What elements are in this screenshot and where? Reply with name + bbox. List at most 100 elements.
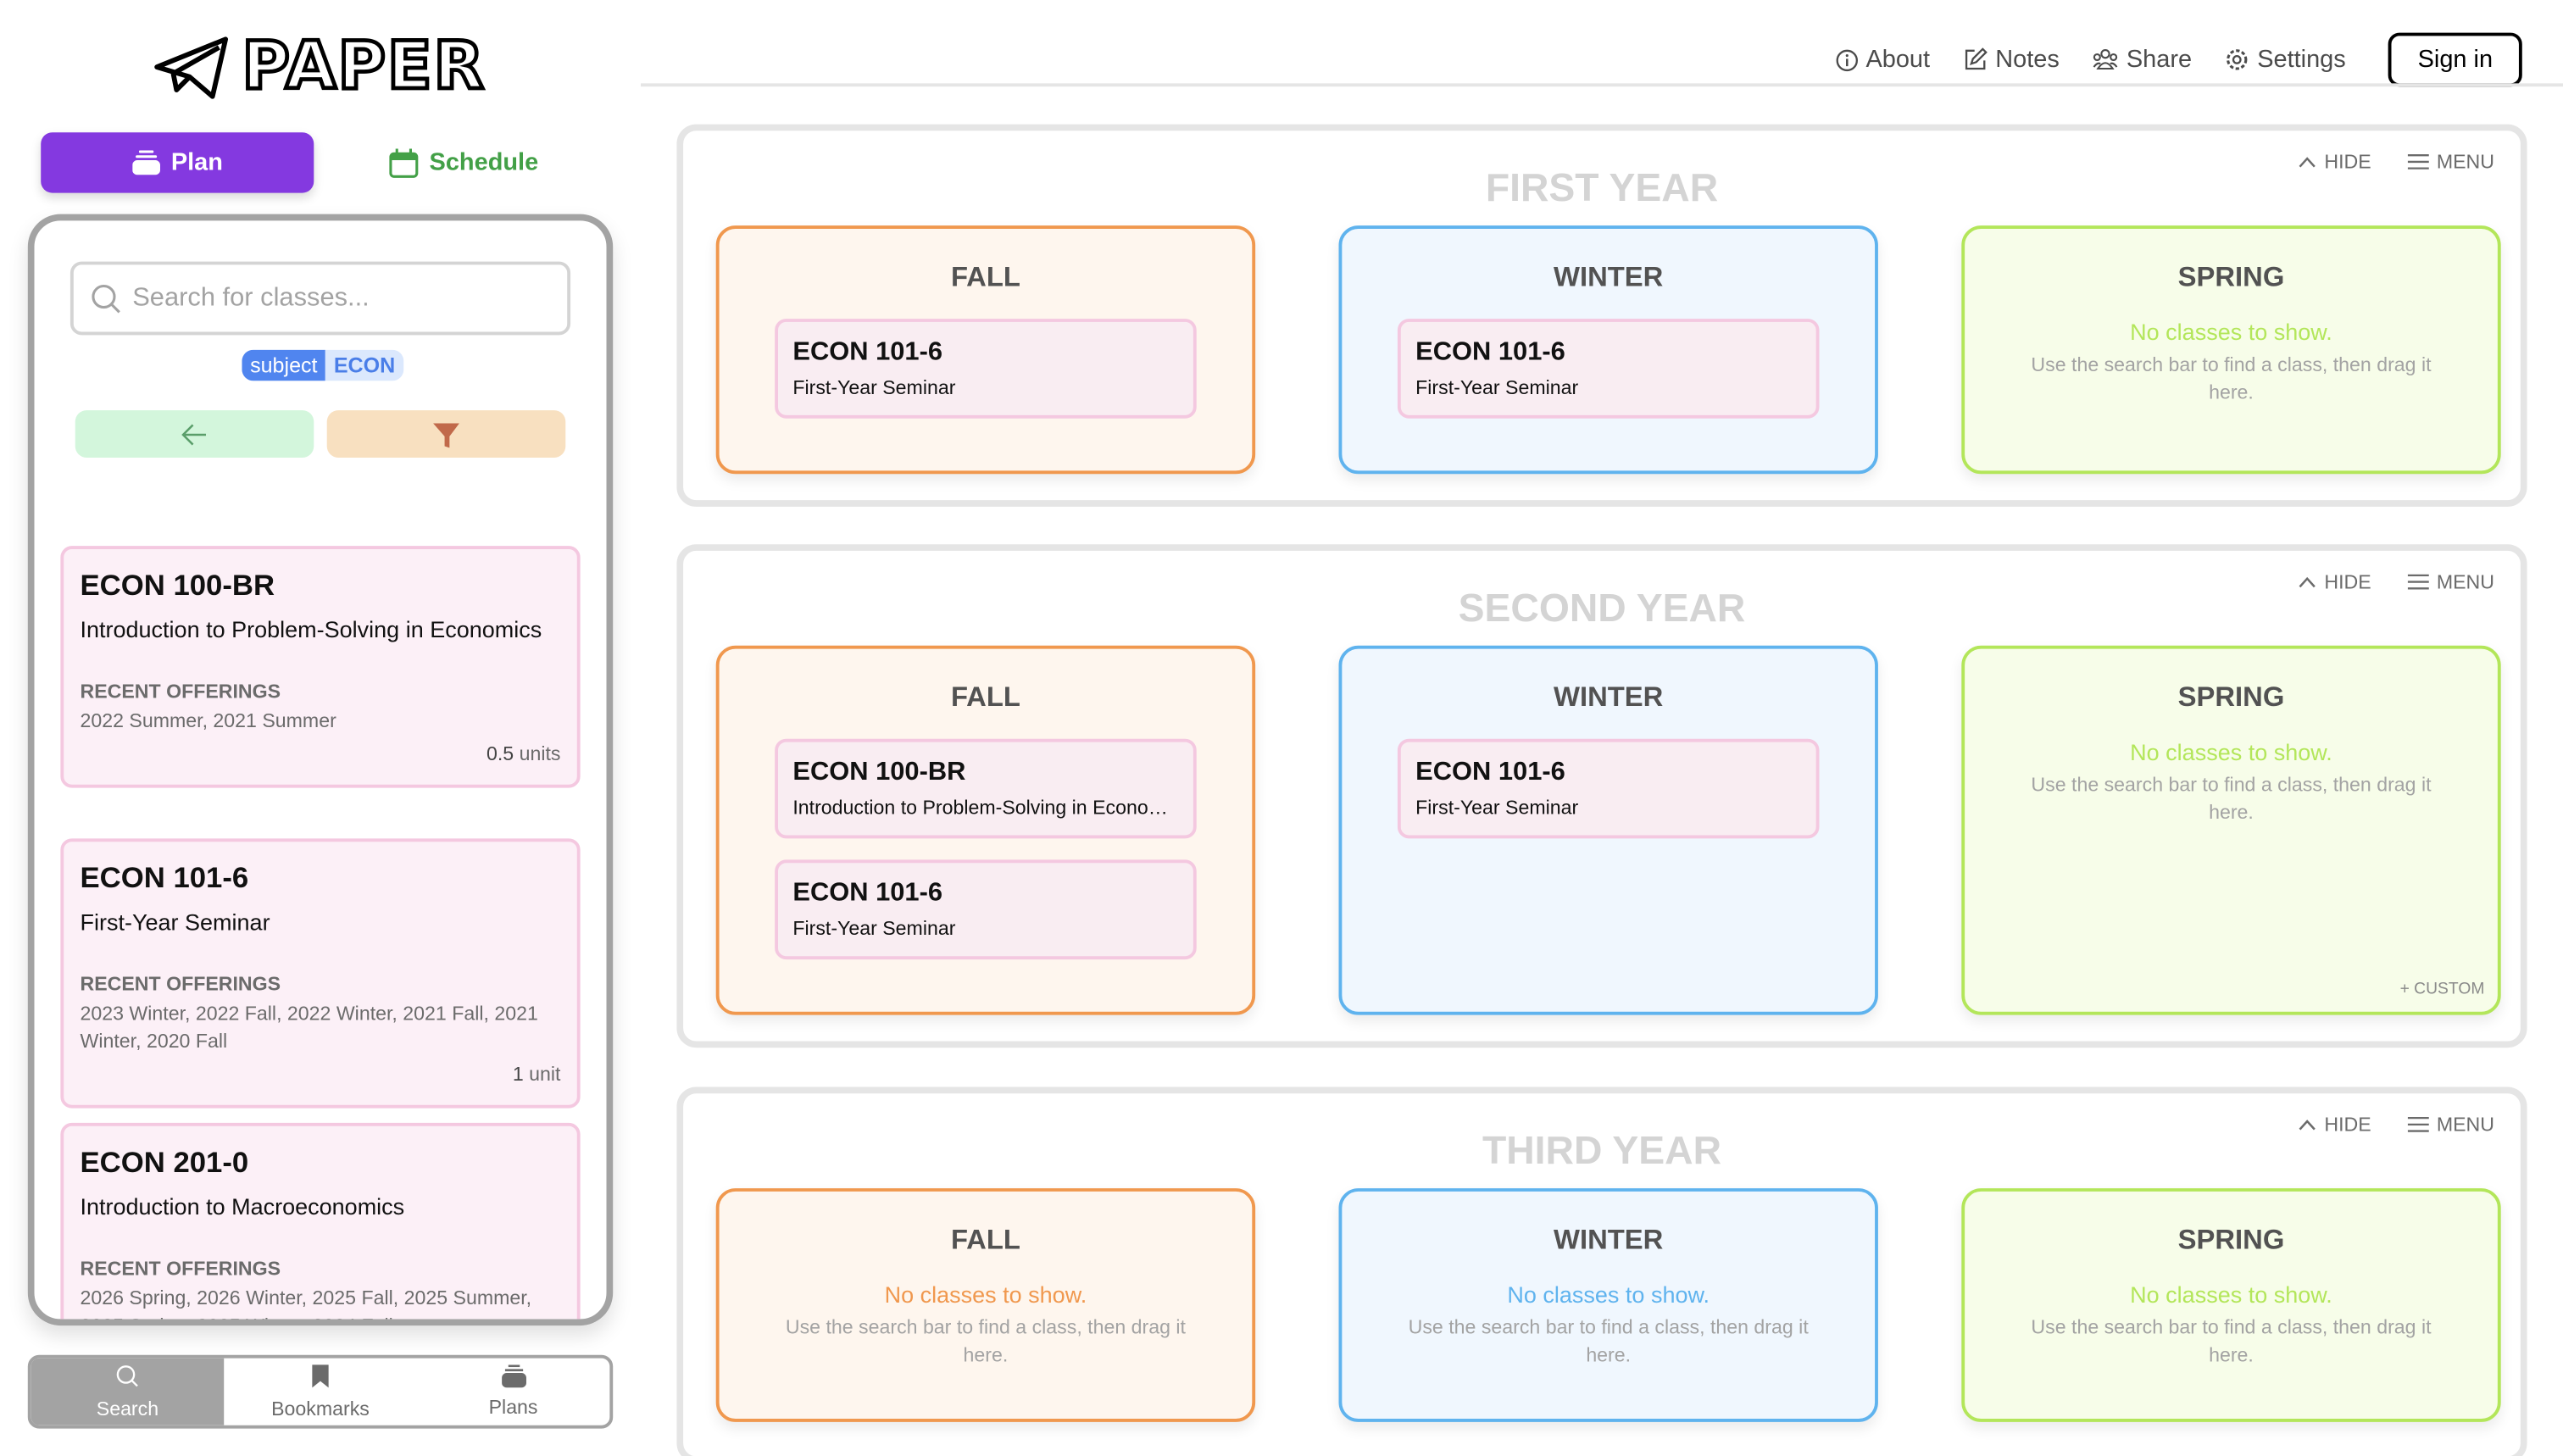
quarter-winter[interactable]: WINTER ECON 101-6 First-Year Seminar xyxy=(1338,225,1878,475)
course-name: First-Year Seminar xyxy=(792,916,956,940)
course-code: ECON 101-6 xyxy=(792,338,943,366)
quarter-title: WINTER xyxy=(1554,681,1664,713)
empty-hint: Use the search bar to find a class, then… xyxy=(785,1315,1186,1367)
empty-hint: Use the search bar to find a class, then… xyxy=(2031,353,2432,404)
menu-button[interactable]: MENU xyxy=(2407,570,2494,593)
edit-icon xyxy=(1965,47,1988,70)
menu-label: MENU xyxy=(2436,1113,2494,1136)
empty-state: No classes to show. Use the search bar to… xyxy=(1342,1281,1875,1370)
units-label: unit xyxy=(529,1062,561,1086)
about-label: About xyxy=(1865,45,1931,74)
course-result-card[interactable]: ECON 100-BR Introduction to Problem-Solv… xyxy=(60,546,581,788)
hide-button[interactable]: HIDE xyxy=(2299,1113,2371,1136)
units-number: 1 xyxy=(512,1062,524,1086)
quarter-title: WINTER xyxy=(1554,1224,1664,1256)
notes-link[interactable]: Notes xyxy=(1963,46,2060,74)
tab-search[interactable]: Search xyxy=(31,1358,225,1425)
chevron-up-icon xyxy=(2299,575,2316,587)
calendar-icon xyxy=(388,147,418,177)
menu-button[interactable]: MENU xyxy=(2407,1113,2494,1136)
paper-logo: PAPER xyxy=(153,27,486,107)
sign-in-button[interactable]: Sign in xyxy=(2388,32,2522,87)
hide-button[interactable]: HIDE xyxy=(2299,570,2371,593)
planned-course-card[interactable]: ECON 101-6 First-Year Seminar xyxy=(1397,319,1820,419)
empty-state: No classes to show. Use the search bar to… xyxy=(1965,1281,2498,1370)
logo-text: PAPER xyxy=(240,27,486,107)
stack-icon xyxy=(501,1364,526,1392)
course-result-card[interactable]: ECON 201-0 Introduction to Macroeconomic… xyxy=(60,1122,581,1320)
settings-link[interactable]: Settings xyxy=(2225,46,2346,74)
filter-value: ECON xyxy=(325,349,403,381)
menu-label: MENU xyxy=(2436,150,2494,174)
quarter-fall[interactable]: FALL ECON 100-BR Introduction to Problem-S… xyxy=(715,645,1256,1015)
filter-key: subject xyxy=(242,349,326,381)
planned-course-card[interactable]: ECON 101-6 First-Year Seminar xyxy=(775,319,1197,419)
share-link[interactable]: Share xyxy=(2092,46,2192,74)
course-units: 0.5 units xyxy=(80,742,561,765)
header-divider xyxy=(640,83,2563,87)
subject-filter-badge[interactable]: subject ECON xyxy=(242,349,403,381)
plan-mode-button[interactable]: Plan xyxy=(41,132,314,193)
quarter-spring[interactable]: SPRING No classes to show. Use the search … xyxy=(1961,645,2501,1015)
search-input[interactable]: Search for classes... xyxy=(69,261,571,336)
funnel-icon xyxy=(433,422,459,447)
course-units: 1 unit xyxy=(80,1062,561,1086)
stack-icon xyxy=(131,150,160,175)
planned-course-card[interactable]: ECON 101-6 First-Year Seminar xyxy=(1397,738,1820,839)
quarter-fall[interactable]: FALL No classes to show. Use the search ba… xyxy=(715,1188,1256,1422)
menu-icon xyxy=(2407,1116,2429,1132)
empty-hint: Use the search bar to find a class, then… xyxy=(2031,773,2432,824)
course-code: ECON 101-6 xyxy=(1415,758,1565,786)
empty-hint: Use the search bar to find a class, then… xyxy=(2031,1315,2432,1367)
empty-state: No classes to show. Use the search bar to… xyxy=(1965,319,2498,407)
quarter-winter[interactable]: WINTER No classes to show. Use the search … xyxy=(1338,1188,1878,1422)
gear-icon xyxy=(2226,49,2248,70)
empty-title: No classes to show. xyxy=(2130,1281,2332,1308)
tab-plans[interactable]: Plans xyxy=(417,1359,610,1425)
quarter-spring[interactable]: SPRING No classes to show. Use the search … xyxy=(1961,225,2501,475)
tab-bookmarks[interactable]: Bookmarks xyxy=(224,1359,417,1425)
schedule-label: Schedule xyxy=(429,148,539,177)
empty-hint: Use the search bar to find a class, then… xyxy=(1408,1315,1809,1367)
paper-plane-icon xyxy=(154,36,229,99)
tab-label: Plans xyxy=(488,1395,538,1419)
filter-button[interactable] xyxy=(326,410,566,458)
course-code: ECON 101-6 xyxy=(792,879,943,908)
planned-course-card[interactable]: ECON 100-BR Introduction to Problem-Solvi… xyxy=(775,738,1197,839)
planned-course-card[interactable]: ECON 101-6 First-Year Seminar xyxy=(775,859,1197,960)
chevron-up-icon xyxy=(2299,156,2316,167)
course-code: ECON 101-6 xyxy=(80,861,249,894)
share-label: Share xyxy=(2126,45,2193,74)
recent-offerings-label: RECENT OFFERINGS xyxy=(80,972,281,996)
recent-offerings: 2026 Spring, 2026 Winter, 2025 Fall, 202… xyxy=(80,1286,532,1320)
top-nav: About Notes Share Settings Sign in xyxy=(1835,32,2522,87)
quarter-winter[interactable]: WINTER ECON 101-6 First-Year Seminar xyxy=(1338,645,1878,1015)
course-name: First-Year Seminar xyxy=(1415,375,1579,399)
bookmark-icon xyxy=(310,1363,330,1394)
empty-title: No classes to show. xyxy=(884,1281,1087,1308)
hide-button[interactable]: HIDE xyxy=(2299,150,2371,173)
menu-icon xyxy=(2407,574,2429,590)
about-link[interactable]: About xyxy=(1835,46,1930,74)
menu-button[interactable]: MENU xyxy=(2407,150,2494,173)
quarter-fall[interactable]: FALL ECON 101-6 First-Year Seminar xyxy=(715,225,1256,475)
search-icon xyxy=(92,283,120,313)
quarter-title: SPRING xyxy=(2177,681,2285,713)
add-custom-button[interactable]: + CUSTOM xyxy=(2399,981,2485,999)
course-result-card[interactable]: ECON 101-6 First-Year Seminar RECENT OFF… xyxy=(60,838,581,1109)
recent-offerings: 2022 Summer, 2021 Summer xyxy=(80,709,336,732)
menu-label: MENU xyxy=(2436,570,2494,594)
year-section: THIRD YEAR HIDE MENU FALL No classes to s… xyxy=(676,1086,2527,1456)
chevron-up-icon xyxy=(2299,1119,2316,1130)
course-name: Introduction to Problem-Solving in Econo… xyxy=(792,796,1179,820)
quarter-title: FALL xyxy=(950,261,1020,293)
year-section: SECOND YEAR HIDE MENU FALL ECON 100-BR Int… xyxy=(676,544,2527,1048)
schedule-mode-button[interactable]: Schedule xyxy=(327,132,600,192)
quarter-title: SPRING xyxy=(2177,261,2285,293)
empty-title: No classes to show. xyxy=(2130,738,2332,765)
back-button[interactable] xyxy=(75,410,314,458)
quarter-spring[interactable]: SPRING No classes to show. Use the search … xyxy=(1961,1188,2501,1422)
course-name: First-Year Seminar xyxy=(1415,796,1579,820)
quarter-title: SPRING xyxy=(2177,1224,2285,1256)
recent-offerings-label: RECENT OFFERINGS xyxy=(80,1257,281,1281)
